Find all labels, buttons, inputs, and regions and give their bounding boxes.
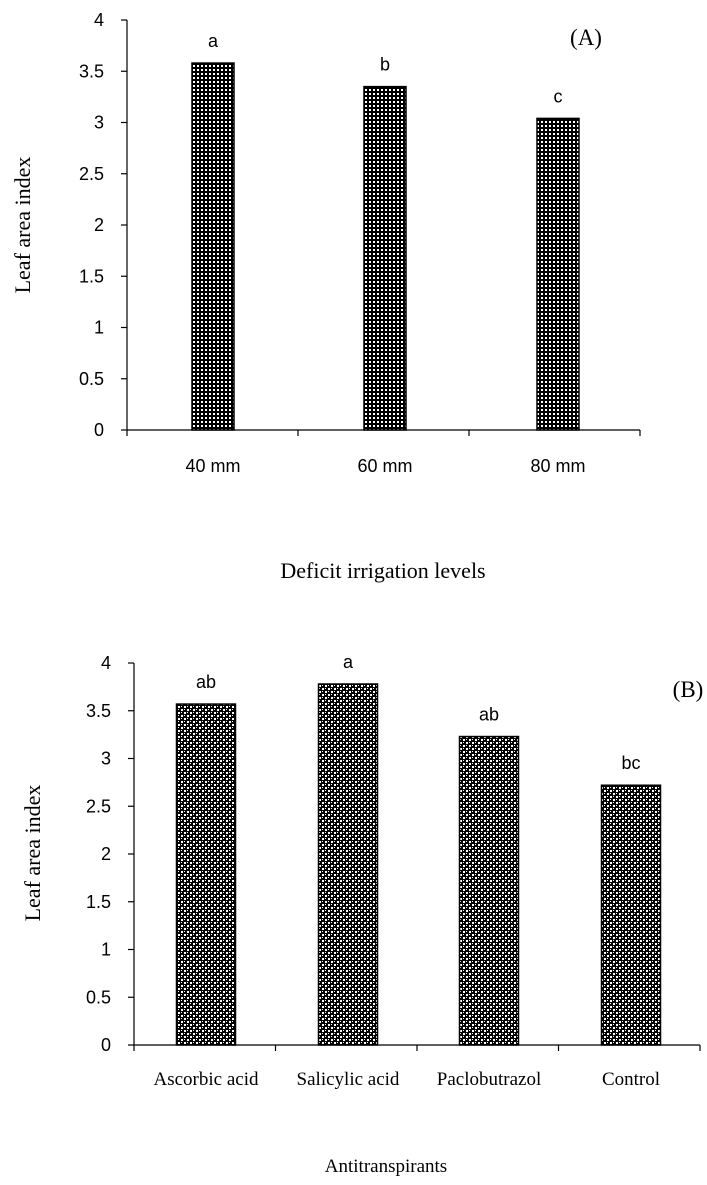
chart-a-y-tick-label: 2 bbox=[94, 215, 104, 235]
chart-b-y-tick-label: 0 bbox=[101, 1035, 111, 1055]
chart-b-y-tick-label: 3.5 bbox=[86, 701, 111, 721]
chart-a-y-tick-label: 4 bbox=[94, 10, 104, 30]
chart-a-y-tick-label: 0.5 bbox=[79, 369, 104, 389]
chart-a-bar bbox=[191, 62, 235, 431]
chart-a-panel-label: (A) bbox=[570, 25, 602, 50]
chart-b-panel-label: (B) bbox=[673, 677, 704, 702]
chart-b-y-tick-label: 2.5 bbox=[86, 796, 111, 816]
chart-b-ylabel: Leaf area index bbox=[20, 785, 45, 922]
chart-b-y-tick-label: 4 bbox=[101, 653, 111, 673]
chart-a: Leaf area index Deficit irrigation level… bbox=[10, 10, 641, 583]
chart-b-bar bbox=[175, 703, 237, 1046]
chart-a-y-tick-label: 1.5 bbox=[79, 266, 104, 286]
chart-b-bar bbox=[600, 784, 662, 1046]
chart-b: Leaf area index Antitranspirants (B) 0 0.… bbox=[20, 652, 703, 1177]
chart-b-y-tick-label: 1 bbox=[101, 940, 111, 960]
chart-b-category-label: Salicylic acid bbox=[297, 1069, 400, 1090]
chart-a-category-label: 60 mm bbox=[357, 456, 412, 476]
chart-a-bar bbox=[363, 85, 407, 431]
chart-a-y-tick-label: 1 bbox=[94, 318, 104, 338]
chart-a-y-tick-label: 3 bbox=[94, 113, 104, 133]
chart-a-plot-area: 0 0.5 1 1.5 2 2.5 3 3.5 4 a 40 mm b 60 mm c 80 mm bbox=[79, 10, 641, 476]
chart-b-xlabel: Antitranspirants bbox=[325, 1156, 447, 1177]
chart-a-significance-letter: a bbox=[208, 31, 219, 51]
chart-b-y-tick-label: 3 bbox=[101, 749, 111, 769]
chart-b-significance-letter: bc bbox=[621, 753, 640, 773]
chart-b-category-label: Ascorbic acid bbox=[154, 1069, 259, 1090]
chart-a-category-label: 40 mm bbox=[185, 456, 240, 476]
chart-b-bar bbox=[317, 683, 379, 1046]
chart-b-category-label: Control bbox=[602, 1069, 660, 1090]
chart-b-significance-letter: ab bbox=[196, 672, 216, 692]
chart-b-y-tick-label: 0.5 bbox=[86, 987, 111, 1007]
chart-b-significance-letter: ab bbox=[479, 705, 499, 725]
chart-a-bar bbox=[536, 117, 580, 431]
chart-a-significance-letter: c bbox=[554, 86, 563, 106]
chart-b-plot-area: 0 0.5 1 1.5 2 2.5 3 3.5 4 ab Ascorbic acid a Salicyl… bbox=[86, 652, 701, 1090]
chart-a-category-label: 80 mm bbox=[530, 456, 585, 476]
chart-b-y-tick-label: 1.5 bbox=[86, 892, 111, 912]
chart-a-y-tick-label: 2.5 bbox=[79, 164, 104, 184]
chart-b-y-tick-label: 2 bbox=[101, 844, 111, 864]
chart-a-y-tick-label: 3.5 bbox=[79, 61, 104, 81]
chart-a-y-tick-label: 0 bbox=[94, 420, 104, 440]
chart-a-ylabel: Leaf area index bbox=[10, 157, 35, 294]
chart-b-significance-letter: a bbox=[343, 652, 354, 672]
chart-a-significance-letter: b bbox=[380, 55, 390, 75]
chart-a-xlabel: Deficit irrigation levels bbox=[280, 558, 485, 583]
chart-b-category-label: Paclobutrazol bbox=[437, 1069, 541, 1090]
chart-b-bar bbox=[458, 735, 520, 1046]
